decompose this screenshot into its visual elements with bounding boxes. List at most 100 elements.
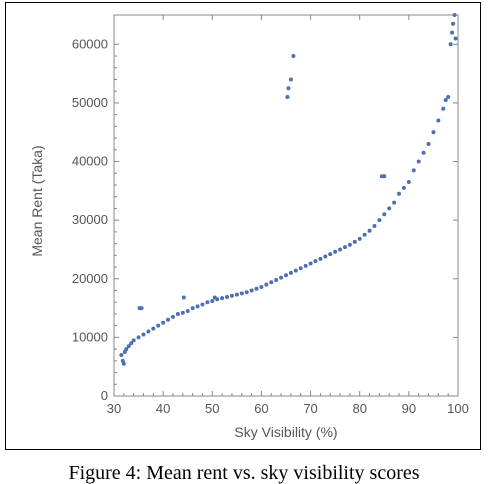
data-point — [450, 30, 455, 35]
data-point — [441, 106, 446, 111]
figure-caption: Figure 4: Mean rent vs. sky visibility s… — [68, 462, 420, 484]
data-point — [288, 270, 293, 275]
x-tick-label: 40 — [156, 401, 170, 416]
data-point — [401, 185, 406, 190]
data-point — [451, 21, 456, 26]
data-point — [298, 266, 303, 271]
data-point — [141, 332, 146, 337]
data-point — [259, 284, 264, 289]
data-point — [342, 245, 347, 250]
data-point — [285, 95, 290, 100]
data-point — [328, 252, 333, 257]
data-point — [264, 282, 269, 287]
data-point — [286, 86, 291, 91]
data-point — [426, 141, 431, 146]
data-point — [121, 361, 126, 366]
data-point — [205, 300, 210, 305]
data-point — [166, 317, 171, 322]
data-point — [170, 314, 175, 319]
data-point — [269, 280, 274, 285]
data-point — [274, 277, 279, 282]
y-tick-label: 10000 — [72, 329, 108, 344]
data-point — [416, 159, 421, 164]
data-point — [200, 302, 205, 307]
data-point — [406, 180, 411, 185]
axes — [113, 14, 459, 397]
data-point — [215, 297, 220, 302]
data-point — [377, 218, 382, 223]
data-point — [333, 249, 338, 254]
data-point — [175, 311, 180, 316]
data-point — [139, 306, 144, 311]
figure-frame: 30 40 50 60 70 80 90 100 0 10000 20000 30000 40000 50… — [5, 2, 481, 450]
data-points — [119, 13, 458, 366]
data-point — [443, 97, 448, 102]
data-point — [313, 259, 318, 264]
data-point — [352, 239, 357, 244]
data-point — [436, 118, 441, 123]
x-tick-label: 90 — [402, 401, 416, 416]
data-point — [367, 228, 372, 233]
data-point — [234, 292, 239, 297]
data-point — [453, 36, 458, 41]
data-point — [411, 168, 416, 173]
data-point — [220, 296, 225, 301]
x-tick-label: 70 — [303, 401, 317, 416]
data-point — [229, 293, 234, 298]
data-point — [308, 261, 313, 266]
data-point — [119, 352, 124, 357]
data-point — [151, 326, 156, 331]
data-point — [239, 291, 244, 296]
data-point — [124, 347, 129, 352]
y-tick-label: 60000 — [72, 36, 108, 51]
data-point — [254, 286, 259, 291]
data-point — [136, 335, 141, 340]
x-tick-label: 100 — [447, 401, 469, 416]
x-tick-label: 50 — [205, 401, 219, 416]
data-point — [249, 288, 254, 293]
data-point — [372, 224, 377, 229]
data-point — [397, 191, 402, 196]
y-tick-label: 40000 — [72, 154, 108, 169]
data-point — [421, 150, 426, 155]
data-point — [225, 294, 230, 299]
data-point — [448, 42, 453, 47]
data-point — [185, 309, 190, 314]
data-point — [338, 247, 343, 252]
data-point — [156, 323, 161, 328]
plot-frame — [113, 14, 459, 397]
data-point — [446, 95, 451, 100]
data-point — [382, 174, 387, 179]
data-point — [146, 329, 151, 334]
data-point — [129, 341, 134, 346]
x-tick-label: 80 — [352, 401, 366, 416]
data-point — [195, 304, 200, 309]
data-point — [181, 295, 186, 300]
data-point — [126, 344, 131, 349]
data-point — [382, 212, 387, 217]
scatter-chart: 30 40 50 60 70 80 90 100 0 10000 20000 30000 40000 50… — [29, 13, 469, 440]
y-axis-title: Mean Rent (Taka) — [29, 145, 45, 256]
data-point — [279, 275, 284, 280]
data-point — [303, 263, 308, 268]
data-point — [293, 268, 298, 273]
data-point — [284, 273, 288, 278]
y-tick-label: 50000 — [72, 95, 108, 110]
data-point — [387, 206, 392, 211]
y-tick-label: 20000 — [72, 271, 108, 286]
y-tick-label: 0 — [101, 388, 108, 403]
data-point — [452, 13, 457, 17]
data-point — [190, 306, 195, 311]
data-point — [131, 338, 136, 343]
tick-labels: 30 40 50 60 70 80 90 100 0 10000 20000 30000 40000 50… — [72, 36, 469, 416]
data-point — [357, 236, 362, 241]
data-point — [392, 200, 397, 205]
data-point — [323, 254, 328, 259]
data-point — [362, 232, 367, 237]
x-tick-label: 60 — [254, 401, 268, 416]
x-axis-title: Sky Visibility (%) — [234, 424, 337, 440]
y-tick-label: 30000 — [72, 212, 108, 227]
data-point — [244, 290, 249, 295]
data-point — [291, 54, 296, 59]
data-point — [347, 242, 352, 247]
